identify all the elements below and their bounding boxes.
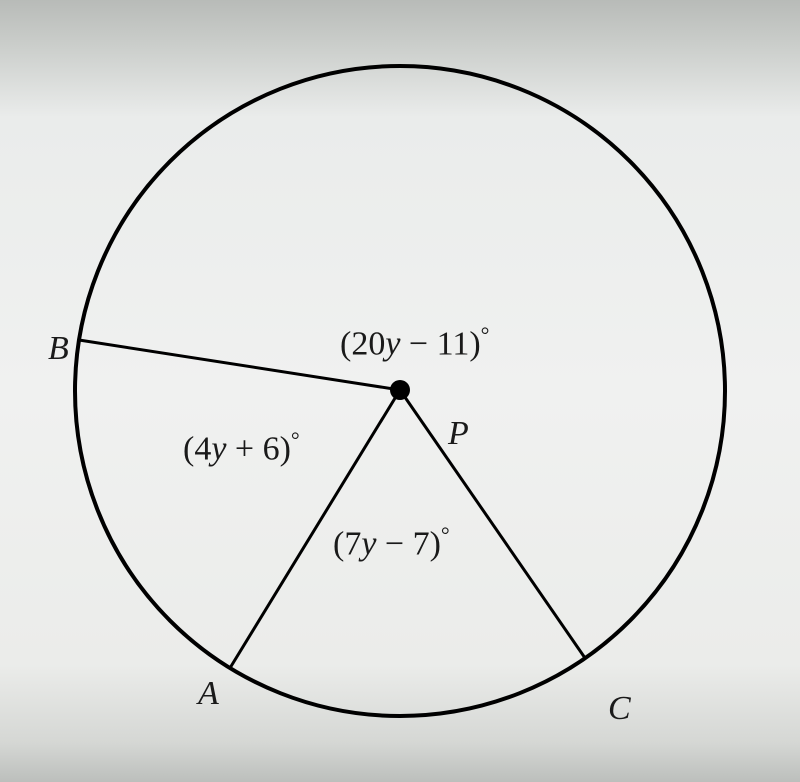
angle-bpc-label: (20y − 11)° [340,322,489,363]
point-label-c: C [608,690,631,728]
angle-apc-label: (7y − 7)° [333,522,450,563]
geometry-diagram [0,0,800,782]
point-label-b: B [48,330,69,368]
point-label-a: A [198,675,219,713]
center-point [390,380,410,400]
point-label-p: P [448,415,469,453]
angle-bpa-label: (4y + 6)° [183,427,300,468]
